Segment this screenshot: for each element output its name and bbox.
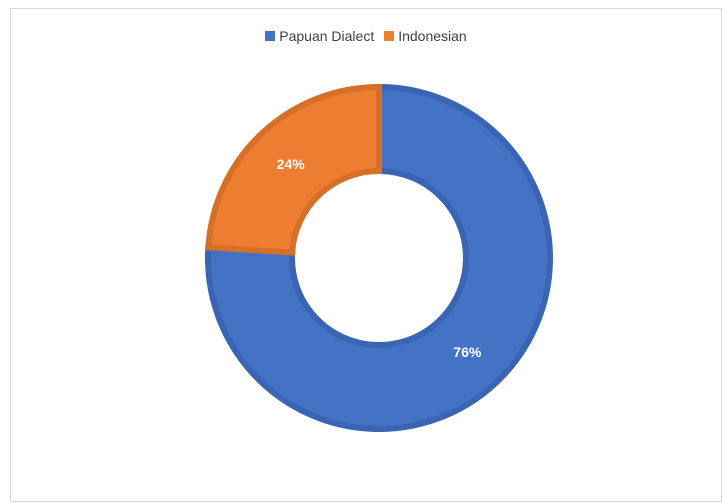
legend-item-indonesian: Indonesian <box>384 28 467 44</box>
legend-label-indonesian: Indonesian <box>398 28 467 44</box>
slice-papuan-dialect <box>205 83 553 432</box>
legend-swatch-papuan-dialect <box>265 31 276 41</box>
legend-item-papuan-dialect: Papuan Dialect <box>265 28 374 44</box>
data-label-indonesian: 24% <box>277 156 306 172</box>
slice-indonesian <box>205 83 382 256</box>
legend: Papuan Dialect Indonesian <box>11 28 721 44</box>
legend-swatch-indonesian <box>384 31 395 41</box>
data-label-papuan-dialect: 76% <box>453 344 482 360</box>
legend-label-papuan-dialect: Papuan Dialect <box>279 28 375 44</box>
